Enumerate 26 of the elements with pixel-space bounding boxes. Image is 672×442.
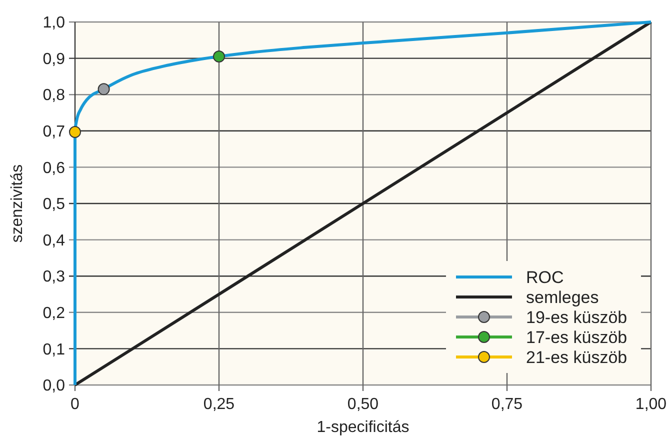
y-tick-label: 0,0	[42, 378, 66, 395]
y-tick-label: 0,4	[42, 232, 66, 250]
legend-label: ROC	[526, 268, 564, 287]
x-tick-label: 1,00	[635, 396, 667, 413]
y-tick-label: 1,0	[42, 14, 66, 32]
legend-label: semleges	[526, 288, 599, 307]
legend-label: 19-es küszöb	[526, 308, 628, 327]
y-tick-label: 0,3	[42, 268, 66, 286]
point	[69, 126, 81, 138]
point	[98, 83, 110, 96]
x-tick-label: 0,50	[347, 396, 379, 413]
y-tick-label: 0,1	[42, 341, 66, 358]
y-tick-label: 0,8	[42, 87, 66, 104]
y-tick-label: 0,2	[42, 305, 66, 322]
x-axis-title: 1-specificitás	[316, 419, 410, 436]
x-tick-label: 0,25	[203, 396, 235, 413]
y-axis-title: szenzivitás	[9, 164, 26, 243]
x-tick-label: 0	[70, 396, 80, 413]
legend-label: 21-es küszöb	[526, 348, 628, 367]
legend-label: 17-es küszöb	[526, 328, 628, 347]
y-tick-label: 0,5	[42, 196, 66, 214]
y-tick-label: 0,6	[42, 160, 66, 177]
y-tick-label: 0,7	[42, 124, 66, 140]
y-tick-label: 0,9	[42, 50, 66, 68]
point	[213, 50, 225, 62]
x-tick-label: 0,75	[491, 396, 523, 413]
